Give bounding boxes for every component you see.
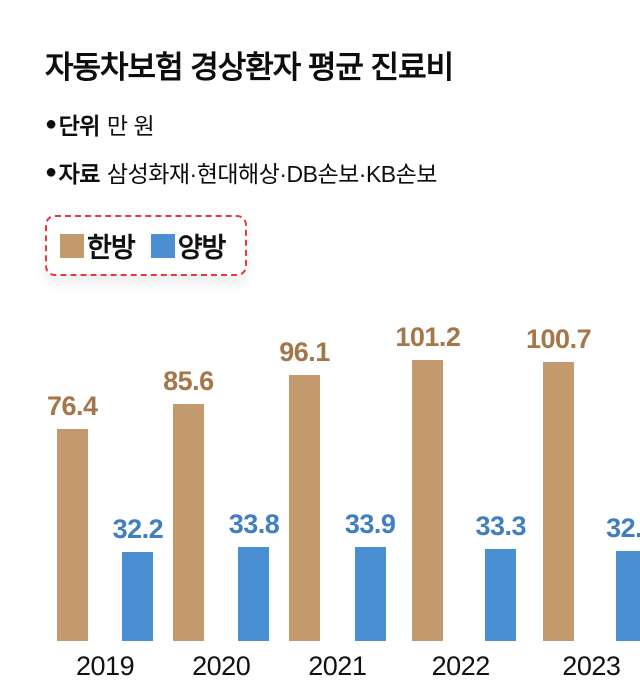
bar-value-label: 85.6 xyxy=(163,366,214,396)
bar-group: 76.4 32.2 2019 xyxy=(47,391,164,682)
bullet-icon: ● xyxy=(45,112,57,135)
bar-column-양방: 33.3 xyxy=(475,511,527,641)
chart-title: 자동차보험 경상환자 평균 진료비 xyxy=(45,50,454,85)
bars-row: 100.7 32.5 xyxy=(526,324,640,641)
bar-column-양방: 33.8 xyxy=(229,509,280,641)
bar-value-label: 32.5 xyxy=(606,513,640,543)
legend-item-hanbang: 한방 xyxy=(60,226,136,265)
bar-양방 xyxy=(485,549,517,641)
bar-value-label: 32.2 xyxy=(112,514,164,544)
bar-value-label: 33.8 xyxy=(228,509,280,539)
hanbang-swatch-icon xyxy=(60,233,84,258)
chart-legend: 한방 양방 xyxy=(45,215,248,276)
legend-label-hanbang: 한방 xyxy=(87,233,136,263)
legend-item-yangbang: 양방 xyxy=(150,226,227,265)
bars-row: 101.2 33.3 xyxy=(395,322,527,641)
bar-column-한방: 100.7 xyxy=(526,324,592,641)
source-value: 삼성화재·현대해상·DB손보·KB손보 xyxy=(106,161,438,187)
bar-양방 xyxy=(122,552,154,641)
bar-column-한방: 76.4 xyxy=(47,391,98,641)
bar-한방 xyxy=(289,375,321,641)
bar-column-한방: 85.6 xyxy=(163,366,214,641)
source-line: ● 자료 삼성화재·현대해상·DB손보·KB손보 xyxy=(45,155,620,189)
bar-한방 xyxy=(172,404,204,641)
legend-label-yangbang: 양방 xyxy=(177,233,227,263)
bar-value-label: 33.3 xyxy=(475,511,527,541)
bar-value-label: 33.9 xyxy=(344,509,396,539)
bar-group: 85.6 33.8 2020 xyxy=(163,366,280,682)
bar-column-양방: 32.5 xyxy=(606,513,640,641)
x-axis-label: 2023 xyxy=(562,651,621,681)
unit-label: 단위 xyxy=(58,113,101,139)
bar-group: 96.1 33.9 2021 xyxy=(279,337,396,682)
bars-row: 96.1 33.9 xyxy=(279,337,396,641)
bar-양방 xyxy=(238,547,270,641)
bar-한방 xyxy=(543,362,575,641)
bar-column-양방: 32.2 xyxy=(113,514,164,641)
x-axis-label: 2022 xyxy=(431,651,491,681)
bar-한방 xyxy=(412,360,444,641)
yangbang-swatch-icon xyxy=(150,233,175,258)
source-label: 자료 xyxy=(58,161,101,187)
bullet-icon: ● xyxy=(45,160,57,183)
x-axis-label: 2019 xyxy=(76,651,135,681)
x-axis-label: 2021 xyxy=(308,651,367,681)
bars-row: 85.6 33.8 xyxy=(163,366,280,641)
bar-value-label: 76.4 xyxy=(47,391,98,421)
x-axis-label: 2020 xyxy=(192,651,251,681)
bar-양방 xyxy=(354,547,386,641)
bar-column-한방: 101.2 xyxy=(395,322,461,641)
bars-row: 76.4 32.2 xyxy=(47,391,164,641)
bar-value-label: 101.2 xyxy=(395,322,461,352)
bar-chart: 76.4 32.2 2019 85.6 33.8 2020 96.1 33.9 2021 101.… xyxy=(45,282,640,682)
bar-group: 100.7 32.5 2023 xyxy=(526,324,640,682)
bar-column-양방: 33.9 xyxy=(345,509,396,641)
unit-value: 만 원 xyxy=(106,113,155,139)
unit-line: ● 단위 만 원 xyxy=(45,107,620,141)
bar-한방 xyxy=(56,429,88,641)
bar-양방 xyxy=(615,551,640,641)
bar-value-label: 96.1 xyxy=(279,337,330,367)
bar-column-한방: 96.1 xyxy=(279,337,330,641)
bar-value-label: 100.7 xyxy=(526,324,592,354)
bar-group: 101.2 33.3 2022 xyxy=(395,322,526,682)
